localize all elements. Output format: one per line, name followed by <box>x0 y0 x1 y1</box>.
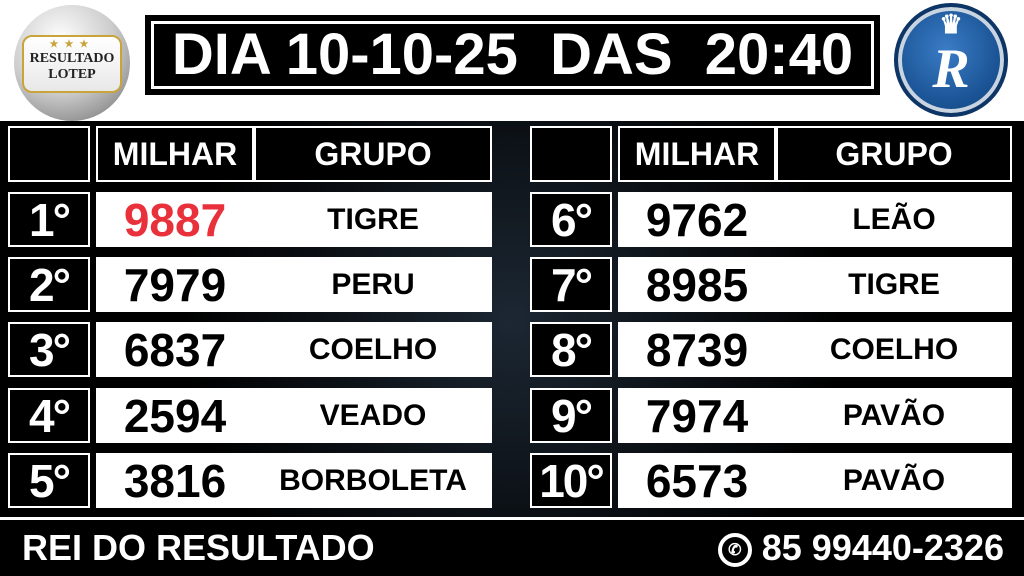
grupo-value: COELHO <box>776 322 1012 377</box>
milhar-value: 3816 <box>96 453 254 508</box>
rei-logo: ♛ R <box>894 3 1008 117</box>
header-blank <box>530 126 612 182</box>
logo-letter: R <box>932 38 970 100</box>
position-label: 7° <box>530 257 612 312</box>
grupo-value: VEADO <box>254 388 492 443</box>
logo-text: LOTEP <box>48 67 96 82</box>
header-blank <box>8 126 90 182</box>
grupo-value: LEÃO <box>776 192 1012 247</box>
position-label: 9° <box>530 388 612 443</box>
footer-contact: ✆ 85 99440-2326 <box>717 527 1004 569</box>
milhar-value: 9887 <box>96 192 254 247</box>
milhar-value: 6837 <box>96 322 254 377</box>
position-label: 5° <box>8 453 90 508</box>
milhar-value: 7979 <box>96 257 254 312</box>
grupo-value: PERU <box>254 257 492 312</box>
milhar-value: 2594 <box>96 388 254 443</box>
header-grupo: GRUPO <box>776 126 1012 182</box>
stars-icon: ★★★ <box>49 39 95 50</box>
grupo-value: TIGRE <box>776 257 1012 312</box>
milhar-value: 8739 <box>618 322 776 377</box>
position-label: 8° <box>530 322 612 377</box>
footer-brand: REI DO RESULTADO <box>22 527 375 568</box>
milhar-value: 6573 <box>618 453 776 508</box>
position-label: 3° <box>8 322 90 377</box>
position-label: 1° <box>8 192 90 247</box>
position-label: 10° <box>530 453 612 508</box>
header-grupo: GRUPO <box>254 126 492 182</box>
grupo-value: PAVÃO <box>776 453 1012 508</box>
whatsapp-icon: ✆ <box>717 533 752 568</box>
logo-text: RESULTADO <box>29 51 115 66</box>
position-label: 2° <box>8 257 90 312</box>
grupo-value: COELHO <box>254 322 492 377</box>
results-board <box>0 121 1024 517</box>
position-label: 6° <box>530 192 612 247</box>
milhar-value: 9762 <box>618 192 776 247</box>
milhar-value: 8985 <box>618 257 776 312</box>
phone-number: 85 99440-2326 <box>761 527 1004 568</box>
resultado-lotep-logo: ★★★ RESULTADO LOTEP <box>14 5 130 121</box>
position-label: 4° <box>8 388 90 443</box>
footer: REI DO RESULTADO ✆ 85 99440-2326 <box>0 520 1024 576</box>
header-milhar: MILHAR <box>618 126 776 182</box>
grupo-value: PAVÃO <box>776 388 1012 443</box>
grupo-value: TIGRE <box>254 192 492 247</box>
page-title: DIA 10-10-25 DAS 20:40 <box>145 15 880 95</box>
grupo-value: BORBOLETA <box>254 453 492 508</box>
milhar-value: 7974 <box>618 388 776 443</box>
header-milhar: MILHAR <box>96 126 254 182</box>
crown-icon: ♛ <box>939 9 963 39</box>
